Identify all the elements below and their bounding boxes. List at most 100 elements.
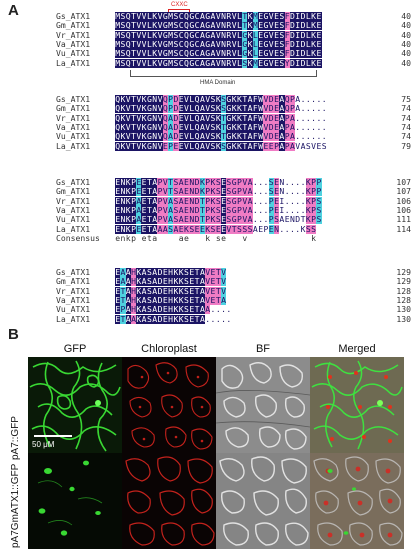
row-label-pa7-gfp: pA7::GFP	[10, 416, 21, 460]
sequence-name: Gm_ATX1	[56, 276, 91, 287]
sequence-name: Gm_ATX1	[56, 103, 91, 114]
residue-count: 79	[401, 140, 411, 151]
sequence-residues: EAAHKASADEHKKSETAVETV	[115, 267, 227, 277]
sequence-residues: QKVTVKGNVQPDEVLQAVSKSGKKTAFWVDEAQPA.....	[115, 103, 327, 114]
sequence-residues: QKVTVKGNVQADEVLQAVSKTGKKTAFWVDEAPA......	[115, 121, 327, 132]
alignment-row: La_ATX1 ETAAKASADEHKKSETA..... 130	[12, 313, 412, 324]
residue-count: 128	[396, 294, 411, 305]
sequence-residues: EPAHKASADEHKKSETAA....	[115, 304, 232, 315]
sequence-name: Va_ATX1	[56, 121, 91, 132]
micrograph-gfp-control: 50 μM	[28, 357, 122, 453]
sequence-residues: ETAHKASADEHKKSETAVETA	[115, 294, 227, 305]
residue-count: 129	[396, 276, 411, 287]
micrograph-bf-gmatx1	[216, 453, 310, 549]
sequence-name: Vu_ATX1	[56, 48, 91, 59]
alignment-row: Vr_ATX1 QKVTVKGNVQADEVLQAVSKTGKKTAFWVDEAP…	[12, 112, 412, 123]
residue-count: 106	[396, 195, 411, 206]
sequence-name: Va_ATX1	[56, 38, 91, 49]
alignment-row: Va_ATX1 QKVTVKGNVQADEVLQAVSKTGKKTAFWVDEAP…	[12, 121, 412, 132]
sequence-residues: MSQTVVLKVGMSCQGCAGAVNRVLGKLEGVESFDIDLKE	[115, 29, 322, 40]
residue-count: 74	[401, 103, 411, 114]
residue-count: 40	[401, 20, 411, 31]
micrograph-merged-control	[310, 357, 404, 453]
residue-count: 111	[396, 214, 411, 225]
sequence-name: La_ATX1	[56, 140, 91, 151]
sequence-name: Gm_ATX1	[56, 186, 91, 197]
residue-count: 40	[401, 11, 411, 21]
sequence-name: Gs_ATX1	[56, 177, 91, 187]
sequence-name: Vu_ATX1	[56, 131, 91, 142]
column-header-gfp: GFP	[63, 343, 87, 355]
sequence-residues: MSQTVVLKVGMSCQGCAGAVNRVLTKMEGVESFDIDLKE	[115, 11, 322, 21]
hma-domain-bracket	[130, 70, 317, 77]
cxxc-bracket	[168, 9, 190, 13]
panel-a-label: A	[8, 2, 19, 19]
alignment-row: La_ATX1 QKVTVKGNVEPEEVLQAVSKSGKKTAFWEEPAP…	[12, 140, 412, 151]
scale-bar	[34, 435, 72, 437]
sequence-residues: MSQTVVLKVGMSCQGCAGAVNRVLTKMEGVESFDIDLKE	[115, 20, 322, 31]
alignment-row: Vr_ATX1 MSQTVVLKVGMSCQGCAGAVNRVLGKLEGVESF…	[12, 29, 412, 40]
sequence-name: Gs_ATX1	[56, 267, 91, 277]
consensus-row: Consensus enkp eta ae k se v k	[12, 232, 412, 243]
residue-count: 107	[396, 186, 411, 197]
alignment-row: Gs_ATX1 ENKPEETAPVTSAENDKPKSESGPVA...SEN.…	[12, 178, 412, 187]
panel-b-label: B	[8, 326, 19, 343]
residue-count: 107	[396, 177, 411, 187]
residue-count: 75	[401, 94, 411, 104]
sequence-name: Gm_ATX1	[56, 20, 91, 31]
micrograph-gfp-gmatx1	[28, 453, 122, 549]
sequence-name: Vu_ATX1	[56, 304, 91, 315]
sequence-residues: QKVTVKGNVQADEVLQAVSKTGKKTAFWVDEAPA......	[115, 112, 327, 123]
sequence-residues: MSQTVVLKVGMSCQGCAGAVNRVLGKLEGVESFDIDLKE	[115, 38, 322, 49]
alignment-row: Vr_ATX1 ETAHKASADEHKKSETAVETV 128	[12, 285, 412, 296]
scale-bar-label: 50 μM	[32, 440, 55, 449]
alignment-row: Vu_ATX1 QKVTVKGNVQADEVLQAVSKTGKKTAFWVDEAP…	[12, 131, 412, 142]
sequence-residues: ENKPAETAPVASAENDTPKSESGPVA...PEI....KPS	[115, 195, 322, 206]
sequence-residues: ENKPEETAAASAEKSEEKSEEVTSSSAEPEN....KSS	[115, 223, 317, 234]
sequence-residues: ENKPAETAPVASAENDTPKSESGPVA...PEI....KPS	[115, 204, 322, 215]
sequence-name: Vr_ATX1	[56, 29, 91, 40]
sequence-residues: QKVTVKGNVEPEEVLQAVSKSGKKTAFWEEPAPAVASVES	[115, 140, 327, 151]
alignment-row: Gm_ATX1 QKVTVKGNVQPDEVLQAVSKSGKKTAFWVDEAQ…	[12, 103, 412, 114]
residue-count: 74	[401, 112, 411, 123]
alignment-row: Vr_ATX1 ENKPAETAPVASAENDTPKSESGPVA...PEI.…	[12, 195, 412, 206]
residue-count: 40	[401, 29, 411, 40]
alignment-row: Gs_ATX1 QKVTVKGNVQPDEVLQAVSKSGKKTAFWVDEAQ…	[12, 95, 412, 104]
row-label-pa7-gmatx1-gfp: pA7GmATX1::GFP	[10, 463, 21, 548]
alignment-row: Gm_ATX1 MSQTVVLKVGMSCQGCAGAVNRVLTKMEGVESF…	[12, 20, 412, 31]
alignment-row: Va_ATX1 ENKPAETAPVASAENDTPKSESGPVA...PEI.…	[12, 204, 412, 215]
sequence-name: Vu_ATX1	[56, 214, 91, 225]
column-header-chloroplast: Chloroplast	[141, 343, 197, 355]
alignment-row: Gs_ATX1 MSQTVVLKVGMSCQGCAGAVNRVLTKMEGVESF…	[12, 12, 412, 21]
sequence-name: Vr_ATX1	[56, 112, 91, 123]
hma-domain-label: HMA Domain	[200, 80, 236, 86]
sequence-name: Vr_ATX1	[56, 285, 91, 296]
figure-panel-a: A CXXC HMA Domain Gs_ATX1 MSQTVVLKVGMSCQG…	[8, 2, 412, 324]
residue-count: 130	[396, 313, 411, 324]
sequence-name: La_ATX1	[56, 223, 91, 234]
sequence-residues: QKVTVKGNVQADEVLQAVSKTGKKTAFWVDEAPA......	[115, 131, 327, 142]
alignment-row: Vu_ATX1 ENKPAETAPVASAENDTPKSESGPVA...PSAE…	[12, 214, 412, 225]
column-header-merged: Merged	[338, 343, 376, 355]
sequence-name: La_ATX1	[56, 313, 91, 324]
cxxc-annotation: CXXC	[171, 2, 188, 8]
alignment-row: Gs_ATX1 EAAHKASADEHKKSETAVETV 129	[12, 268, 412, 277]
sequence-residues: ETAHKASADEHKKSETAVETV	[115, 285, 227, 296]
alignment-row: Vu_ATX1 EPAHKASADEHKKSETAA.... 130	[12, 304, 412, 315]
alignment-row: Va_ATX1 ETAHKASADEHKKSETAVETA 128	[12, 294, 412, 305]
sequence-residues: EAAHKASADEHKKSETAVETV	[115, 276, 227, 287]
column-header-bf: BF	[255, 343, 271, 355]
alignment-row: Gm_ATX1 EAAHKASADEHKKSETAVETV 129	[12, 276, 412, 287]
residue-count: 40	[401, 38, 411, 49]
residue-count: 74	[401, 131, 411, 142]
alignment-row: Va_ATX1 MSQTVVLKVGMSCQGCAGAVNRVLGKLEGVESF…	[12, 38, 412, 49]
alignment-row: La_ATX1 MSQTVVLKVGMSCQGCAGAVNRVLSKMEGVESY…	[12, 57, 412, 68]
residue-count: 40	[401, 48, 411, 59]
sequence-name: Va_ATX1	[56, 294, 91, 305]
consensus-name: Consensus	[56, 232, 100, 243]
consensus-sequence: enkp eta ae k se v k	[115, 232, 317, 243]
alignment-row: Vu_ATX1 MSQTVVLKVGMSCQGCAGAVNRVLGKLEGVESF…	[12, 48, 412, 59]
sequence-residues: ETAAKASADEHKKSETA.....	[115, 313, 232, 324]
residue-count: 106	[396, 204, 411, 215]
sequence-residues: MSQTVVLKVGMSCQGCAGAVNRVLSKMEGVESYDIDLKE	[115, 57, 322, 68]
